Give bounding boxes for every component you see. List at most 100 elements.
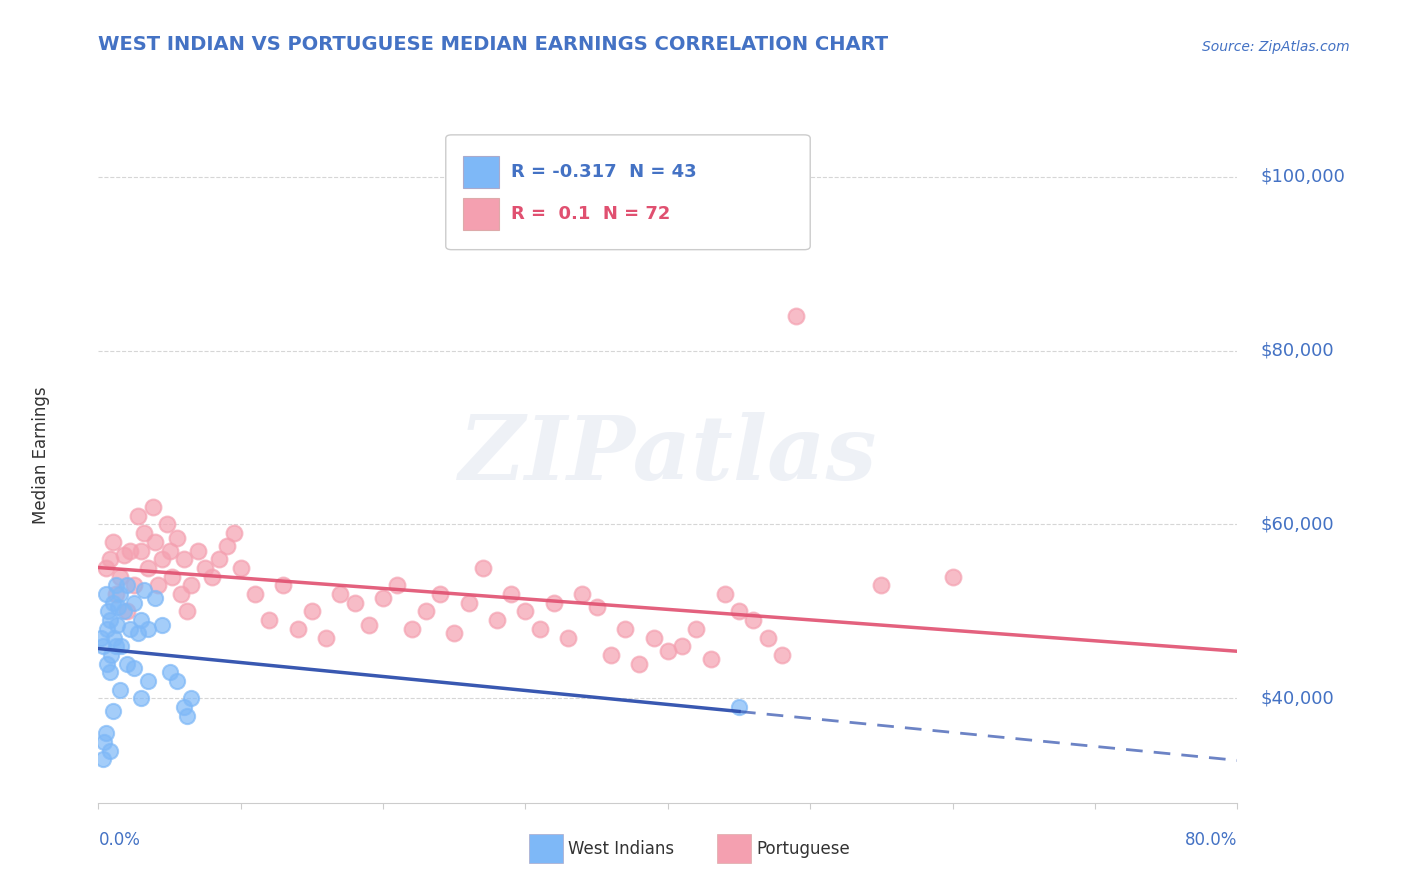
Point [180,691,202,706]
FancyBboxPatch shape [446,135,810,250]
Point [215,539,238,553]
Point [443,626,465,640]
Point [208,552,231,566]
Point [315,631,337,645]
Point [870,578,893,592]
Text: $100,000: $100,000 [1260,168,1346,186]
Point [93,735,115,749]
Point [585,600,607,615]
Point [657,643,679,657]
Point [415,605,437,619]
Point [571,587,593,601]
Point [166,531,188,545]
FancyBboxPatch shape [463,156,499,188]
Point [162,570,184,584]
Point [187,543,209,558]
Text: $40,000: $40,000 [1260,690,1334,707]
Point [91,639,114,653]
Point [98,744,121,758]
Point [94,726,117,740]
Point [105,617,128,632]
Point [145,534,167,549]
Point [148,578,170,592]
FancyBboxPatch shape [529,834,562,863]
Point [543,596,565,610]
Point [108,587,131,601]
Point [152,617,174,632]
Text: Median Earnings: Median Earnings [32,386,51,524]
Point [343,596,366,610]
Text: Portuguese: Portuguese [756,839,851,858]
Point [173,700,195,714]
Point [176,708,198,723]
Point [173,552,195,566]
FancyBboxPatch shape [463,198,499,230]
Text: WEST INDIAN VS PORTUGUESE MEDIAN EARNINGS CORRELATION CHART: WEST INDIAN VS PORTUGUESE MEDIAN EARNING… [98,35,889,54]
Text: $80,000: $80,000 [1260,342,1334,359]
Point [699,652,721,666]
Point [129,613,152,627]
Point [97,605,120,619]
Point [98,613,121,627]
Point [166,674,188,689]
Text: $60,000: $60,000 [1260,516,1334,533]
Point [728,605,751,619]
FancyBboxPatch shape [717,834,751,863]
Point [115,605,138,619]
Point [136,622,159,636]
Point [671,639,693,653]
Point [457,596,479,610]
Point [129,691,152,706]
Point [104,578,127,592]
Point [357,617,380,632]
Text: Source: ZipAtlas.com: Source: ZipAtlas.com [1202,39,1350,54]
Point [122,596,145,610]
Point [129,543,152,558]
Point [98,665,121,680]
Point [107,600,129,615]
Point [170,587,193,601]
Point [115,657,138,671]
Text: 0.0%: 0.0% [98,830,141,848]
Point [159,665,181,680]
Point [194,561,217,575]
Point [287,622,309,636]
Point [685,622,707,636]
Point [501,587,523,601]
Point [756,631,779,645]
Text: West Indians: West Indians [568,839,673,858]
Point [942,570,965,584]
Point [180,578,202,592]
Point [770,648,793,662]
Point [145,591,167,606]
Point [401,622,423,636]
Point [728,700,751,714]
Point [329,587,352,601]
Point [301,605,323,619]
Point [373,591,395,606]
Point [112,605,135,619]
Point [273,578,295,592]
Point [101,534,124,549]
Text: R =  0.1  N = 72: R = 0.1 N = 72 [510,205,671,223]
Point [96,657,118,671]
Point [100,648,122,662]
Point [104,587,127,601]
Text: 80.0%: 80.0% [1185,830,1237,848]
Point [103,631,125,645]
Point [90,631,112,645]
Point [108,570,131,584]
Point [122,661,145,675]
Point [91,752,114,766]
Point [141,500,163,514]
Point [96,622,118,636]
Point [614,622,637,636]
Point [714,587,737,601]
Point [136,561,159,575]
Point [557,631,579,645]
Point [643,631,665,645]
Point [136,674,159,689]
Point [243,587,266,601]
Point [229,561,252,575]
Point [112,548,135,562]
